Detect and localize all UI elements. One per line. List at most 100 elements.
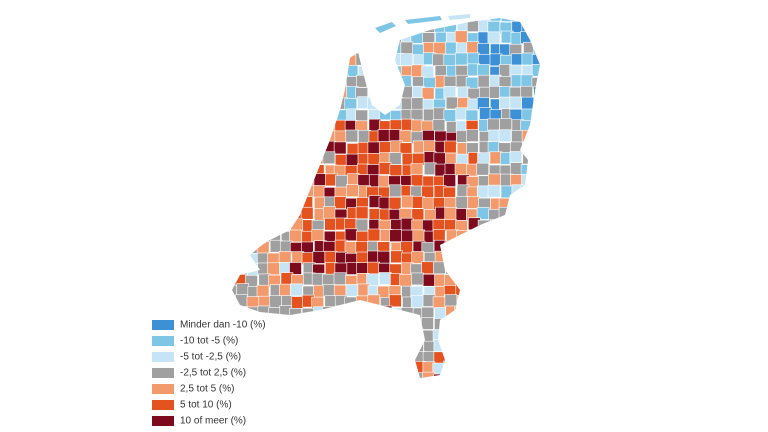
- municipality: [534, 328, 540, 341]
- municipality: [245, 98, 259, 112]
- municipality: [292, 186, 305, 199]
- municipality: [289, 98, 303, 112]
- municipality: [247, 195, 260, 208]
- municipality: [268, 43, 282, 56]
- municipality: [488, 306, 501, 320]
- municipality: [456, 263, 469, 277]
- municipality: [378, 272, 392, 285]
- municipality: [237, 151, 250, 164]
- municipality: [334, 360, 347, 374]
- municipality: [521, 228, 534, 242]
- municipality: [533, 285, 540, 298]
- municipality: [531, 130, 540, 143]
- municipality: [257, 165, 270, 178]
- municipality: [487, 118, 500, 132]
- municipality: [236, 142, 250, 156]
- municipality: [543, 251, 555, 263]
- municipality: [511, 229, 525, 243]
- municipality: [522, 316, 536, 329]
- municipality: [290, 118, 303, 132]
- municipality: [302, 109, 316, 122]
- municipality: [268, 361, 282, 375]
- municipality: [400, 53, 414, 66]
- municipality: [324, 75, 337, 89]
- municipality: [543, 385, 555, 397]
- municipality: [379, 360, 392, 373]
- municipality: [401, 340, 415, 354]
- municipality: [270, 164, 283, 178]
- municipality: [235, 241, 248, 255]
- municipality: [248, 164, 261, 178]
- municipality: [520, 372, 534, 378]
- municipality: [247, 109, 260, 122]
- legend-label: -5 tot -2,5 (%): [180, 352, 241, 363]
- municipality: [279, 207, 293, 220]
- municipality: [520, 185, 534, 199]
- municipality: [257, 383, 269, 395]
- municipality: [400, 85, 413, 99]
- municipality: [301, 52, 315, 66]
- municipality: [499, 295, 512, 309]
- municipality: [423, 162, 437, 176]
- municipality: [476, 162, 490, 176]
- municipality: [290, 174, 303, 188]
- municipality: [346, 328, 360, 341]
- municipality: [367, 373, 380, 378]
- municipality: [312, 75, 326, 89]
- municipality: [322, 151, 336, 165]
- municipality: [533, 107, 540, 121]
- municipality: [401, 18, 415, 22]
- municipality: [443, 53, 457, 67]
- municipality: [368, 32, 382, 46]
- municipality: [278, 85, 292, 99]
- municipality: [313, 318, 327, 331]
- municipality: [389, 307, 402, 321]
- municipality: [245, 118, 259, 132]
- municipality: [313, 173, 327, 186]
- municipality: [424, 384, 436, 396]
- municipality: [466, 306, 479, 319]
- municipality: [543, 66, 555, 78]
- municipality: [399, 129, 413, 143]
- municipality: [356, 262, 370, 275]
- municipality: [521, 295, 534, 308]
- municipality: [333, 196, 347, 209]
- municipality: [532, 261, 540, 275]
- municipality: [232, 206, 237, 220]
- municipality: [445, 305, 459, 319]
- municipality: [533, 316, 540, 330]
- municipality: [281, 383, 293, 395]
- island: [448, 14, 470, 20]
- municipality: [335, 21, 348, 35]
- legend-swatch: [152, 400, 174, 410]
- municipality: [378, 338, 391, 352]
- municipality: [245, 20, 259, 34]
- municipality: [366, 360, 380, 373]
- municipality: [400, 383, 412, 395]
- municipality: [356, 349, 370, 363]
- municipality: [487, 31, 501, 45]
- municipality: [357, 362, 371, 375]
- municipality: [444, 274, 457, 287]
- municipality: [322, 284, 336, 297]
- municipality: [487, 274, 501, 287]
- municipality: [232, 262, 236, 275]
- municipality: [367, 153, 381, 166]
- municipality: [444, 20, 457, 34]
- legend-label: Minder dan -10 (%): [180, 320, 266, 331]
- legend-swatch: [152, 368, 174, 378]
- municipality: [314, 383, 326, 395]
- municipality: [366, 20, 380, 34]
- municipality: [232, 85, 238, 98]
- municipality: [391, 318, 404, 331]
- municipality: [378, 383, 390, 395]
- municipality: [520, 328, 533, 342]
- municipality: [522, 151, 536, 165]
- municipality: [248, 373, 261, 378]
- municipality: [368, 338, 381, 351]
- municipality: [445, 96, 459, 110]
- municipality: [256, 350, 270, 363]
- municipality: [410, 31, 424, 44]
- municipality: [279, 360, 293, 373]
- municipality: [531, 274, 540, 288]
